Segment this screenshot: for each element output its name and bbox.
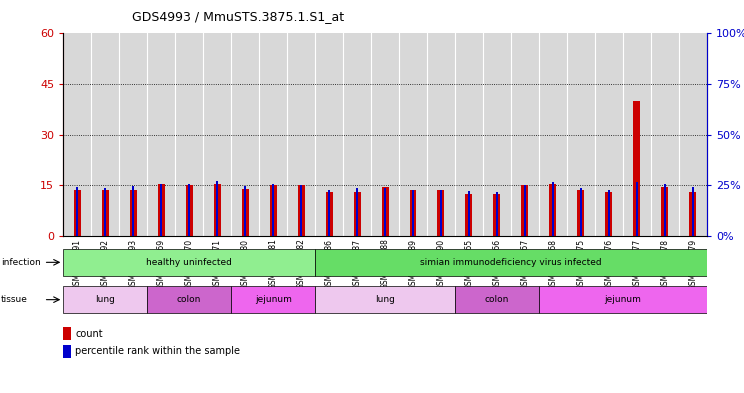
Bar (74, 190, 81, 236)
Bar (522, 185, 528, 236)
Bar (214, 184, 221, 236)
Bar (382, 187, 388, 236)
Text: jejunum: jejunum (254, 295, 292, 304)
Bar (412, 190, 414, 236)
Bar (63, 286, 147, 313)
Bar (298, 185, 304, 236)
Bar (440, 190, 442, 236)
Bar (549, 184, 557, 236)
Bar (539, 286, 707, 313)
Bar (608, 190, 610, 236)
Bar (384, 188, 386, 236)
Text: lung: lung (375, 295, 395, 304)
Bar (577, 190, 584, 236)
Bar (188, 184, 190, 236)
Bar (661, 187, 668, 236)
Bar (606, 192, 612, 236)
Text: tissue: tissue (1, 295, 28, 304)
Bar (158, 184, 164, 236)
Bar (552, 182, 554, 236)
Bar (63, 249, 315, 275)
Bar (689, 192, 696, 236)
Bar (76, 187, 78, 236)
Bar (315, 249, 707, 275)
Bar (147, 286, 231, 313)
Bar (231, 286, 315, 313)
Text: jejunum: jejunum (604, 295, 641, 304)
Bar (496, 192, 498, 236)
Text: GDS4993 / MmuSTS.3875.1.S1_at: GDS4993 / MmuSTS.3875.1.S1_at (132, 10, 344, 23)
Bar (326, 192, 333, 236)
Bar (493, 194, 501, 236)
Bar (315, 286, 455, 313)
Bar (328, 190, 330, 236)
Text: infection: infection (1, 258, 40, 266)
Bar (186, 185, 193, 236)
Bar (353, 192, 361, 236)
Bar (160, 184, 162, 236)
Text: count: count (75, 329, 103, 339)
Text: healthy uninfected: healthy uninfected (147, 258, 232, 267)
Bar (524, 185, 526, 236)
Bar (455, 286, 539, 313)
Bar (580, 188, 582, 236)
Bar (466, 194, 472, 236)
Bar (633, 101, 641, 236)
Bar (437, 190, 444, 236)
Bar (242, 189, 248, 236)
Bar (269, 185, 277, 236)
Bar (216, 181, 218, 236)
Bar (104, 188, 106, 236)
Bar (300, 185, 302, 236)
Bar (132, 186, 135, 236)
Bar (272, 184, 275, 236)
Bar (692, 187, 694, 236)
Text: colon: colon (177, 295, 202, 304)
Bar (244, 186, 246, 236)
Bar (129, 190, 137, 236)
Bar (356, 188, 358, 236)
Text: percentile rank within the sample: percentile rank within the sample (75, 346, 240, 356)
Bar (468, 191, 470, 236)
Text: lung: lung (95, 295, 115, 304)
Bar (635, 182, 638, 236)
Bar (664, 184, 666, 236)
Bar (102, 190, 109, 236)
Bar (409, 190, 417, 236)
Text: colon: colon (485, 295, 509, 304)
Text: simian immunodeficiency virus infected: simian immunodeficiency virus infected (420, 258, 602, 267)
